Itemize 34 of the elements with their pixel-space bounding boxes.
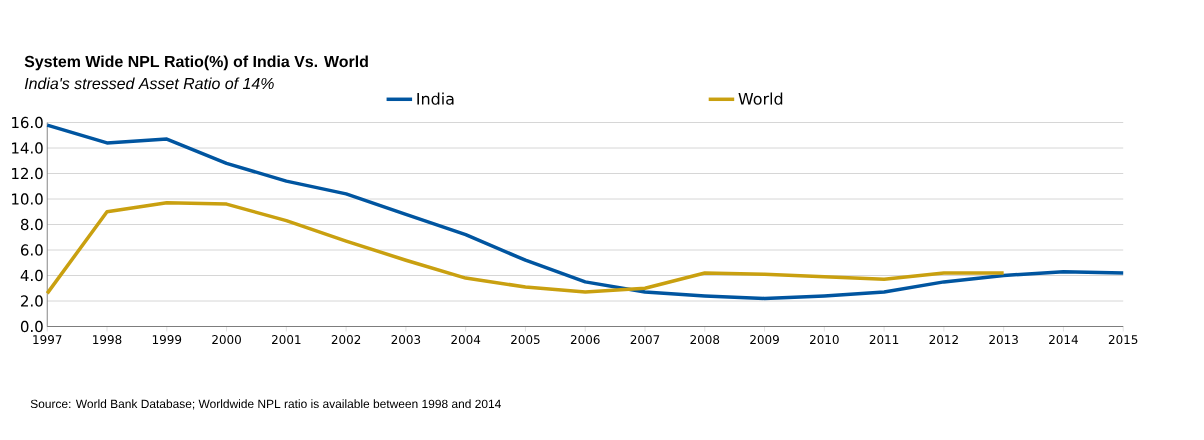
x-tick-label: 2012 <box>929 335 958 345</box>
x-tick-label: 2008 <box>690 335 720 345</box>
x-tick-label: 2000 <box>212 335 241 345</box>
x-tick-label: 2009 <box>750 335 779 345</box>
y-tick-label: 16.0 <box>12 116 43 129</box>
x-tick-label: 2007 <box>630 335 660 345</box>
chart-subtitle: India's stressed Asset Ratio of 14% <box>24 77 274 90</box>
x-tick-label: 1997 <box>33 335 62 345</box>
x-tick-label: 2003 <box>391 335 421 345</box>
source-note: Source: World Bank Database; Worldwide NPL ratio is available between 1998 and 2014 <box>30 399 501 410</box>
legend-label: India <box>417 92 454 105</box>
x-tick-label: 2002 <box>331 335 361 345</box>
y-tick-label: 12.0 <box>12 167 43 180</box>
x-tick-label: 2013 <box>989 335 1018 345</box>
y-tick-label: 10.0 <box>12 193 43 205</box>
line-series <box>45 123 1125 301</box>
x-tick-label: 2015 <box>1108 335 1138 345</box>
x-tick-label: 2006 <box>570 335 600 345</box>
y-tick-label: 0.0 <box>20 320 43 333</box>
y-tick-label: 2.0 <box>21 295 43 307</box>
x-tick-label: 1999 <box>152 335 182 345</box>
legend-label: World <box>738 92 783 105</box>
x-tick-label: 2001 <box>272 335 301 345</box>
y-tick-label: 14.0 <box>12 142 43 154</box>
y-tick-label: 8.0 <box>20 218 43 231</box>
y-tick-label: 4.0 <box>20 269 43 282</box>
chart-title: System Wide NPL Ratio(%) of India Vs. World <box>24 55 368 71</box>
x-tick-label: 2005 <box>511 335 540 345</box>
x-tick-label: 2014 <box>1049 335 1078 345</box>
x-tick-label: 2011 <box>869 335 899 345</box>
y-tick-label: 6.0 <box>21 244 43 256</box>
x-tick-label: 2010 <box>809 335 839 345</box>
x-tick-label: 2004 <box>451 335 481 345</box>
x-tick-label: 1998 <box>93 335 122 345</box>
